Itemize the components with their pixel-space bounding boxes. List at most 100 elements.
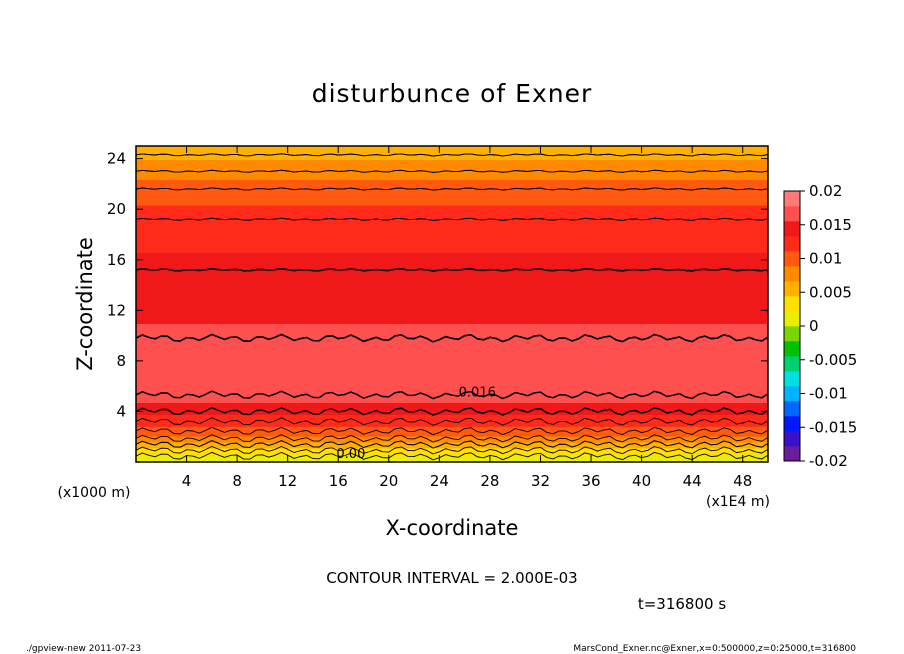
contour-line [135,153,769,157]
contour-band [136,161,768,165]
contour-band [136,169,768,172]
contour-band [136,455,768,459]
contour-band [136,412,768,415]
contour-band [136,428,768,431]
contour-band [136,250,768,253]
contour-band [136,181,768,184]
contour-band [136,319,768,323]
x-tick-label: 28 [480,472,499,490]
x-tick-label: 36 [581,472,600,490]
contour-band [136,193,768,196]
contour-band [136,422,768,425]
contour-band [136,159,768,163]
y-tick-label: 4 [116,402,126,420]
contour-band [136,438,768,441]
contour-band [136,398,768,402]
contour-band [136,315,768,319]
contour-band [136,372,768,376]
contour-band [136,339,768,342]
contour-band [136,173,768,176]
contour-band [136,449,768,453]
contour-band [136,349,768,352]
contour-band [136,406,768,409]
contour-band [136,299,768,303]
colorbar-cell [784,326,800,342]
y-axis: 4 8 12 16 20 24 [107,150,768,420]
colorbar: 0.02 0.015 0.01 0.005 0 -0.005 -0.01 -0.015 -0.0… [783,182,857,470]
contour-band [136,208,768,212]
contour-band [136,416,768,419]
contour-line [135,390,769,400]
contour-band [136,370,768,374]
colorbar-cell [784,446,800,462]
contour-band [136,238,768,242]
colorbar-cell [784,401,800,417]
contour-line [135,187,769,191]
contour-band [136,400,768,404]
contour-band [136,335,768,338]
contour-band [136,353,768,356]
colorbar-tick-label: 0.01 [809,250,842,268]
colorbar-tick-label: 0.015 [809,216,852,234]
contour-band [136,252,768,255]
y-tick-label: 12 [107,301,126,319]
contour-band [136,179,768,182]
contour-band [136,240,768,244]
contour-band [136,206,768,210]
contour-line [135,406,769,416]
colorbar-cell [784,311,800,327]
contour-band [136,204,768,208]
contour-band [136,293,768,297]
contour-band [136,155,768,159]
x-tick-label: 16 [329,472,348,490]
contour-line [135,268,769,272]
contour-fill [136,145,768,463]
contour-band [136,436,768,439]
contour-band [136,439,768,443]
contour-labels: 0.016 0.00 [336,385,495,462]
contour-band [136,402,768,406]
contour-band [136,149,768,153]
contour-band [136,224,768,228]
contour-band [136,368,768,372]
contour-band [136,281,768,285]
contour-band [136,262,768,265]
contour-band [136,236,768,240]
colorbar-cell [784,251,800,267]
contour-band [136,323,768,327]
contour-band [136,232,768,236]
contour-band [136,426,768,429]
contour-band [136,264,768,267]
colorbar-cell [784,221,800,237]
contour-line [135,440,769,449]
colorbar-cell [784,191,800,207]
contour-band [136,418,768,421]
contour-band [136,199,768,202]
contour-band [136,280,768,283]
contour-band [136,364,768,368]
contour-band [136,345,768,348]
contour-band [136,189,768,192]
footer-right: MarsCond_Exner.nc@Exner,x=0:500000,z=0:2… [573,644,856,654]
contour-band [136,325,768,328]
y-tick-label: 20 [107,200,126,218]
contour-band [136,242,768,246]
contour-band [136,321,768,325]
contour-band [136,309,768,313]
contour-band [136,222,768,226]
contour-line [135,333,769,343]
x-tick-label: 12 [278,472,297,490]
colorbar-cell [784,206,800,222]
contour-band [136,441,768,445]
contour-band [136,382,768,386]
chart-title: disturbunce of Exner [312,79,593,108]
colorbar-cell [784,356,800,372]
contour-band [136,254,768,257]
contour-line [135,417,769,426]
contour-band [136,274,768,277]
contour-band [136,195,768,198]
contour-band [136,390,768,394]
contour-band [136,297,768,301]
contour-band [136,283,768,287]
